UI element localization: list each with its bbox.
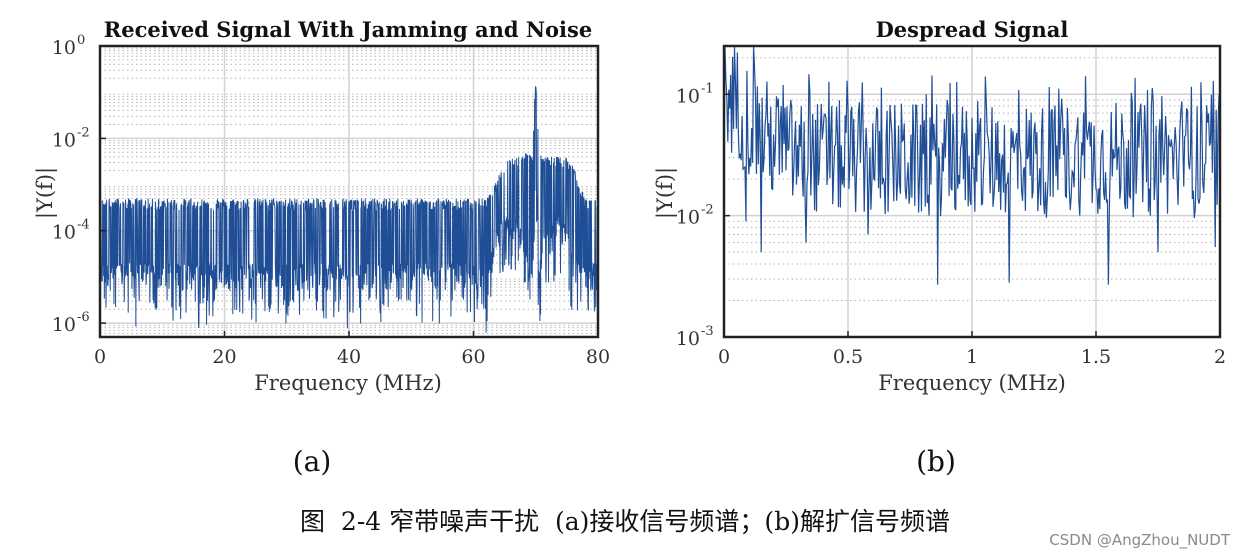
x-tick-label: 60 bbox=[461, 346, 485, 368]
chart-b-xlabel: Frequency (MHz) bbox=[878, 371, 1066, 395]
x-tick-label: 0.5 bbox=[833, 346, 863, 368]
panel-label-b: (b) bbox=[916, 445, 956, 478]
y-tick-exponent: 0 bbox=[77, 33, 85, 48]
x-tick-label: 20 bbox=[212, 346, 236, 368]
y-tick-exponent: -3 bbox=[701, 324, 714, 339]
chart-b-series bbox=[723, 45, 1221, 285]
chart-b-y-ticks: 10-310-210-1 bbox=[676, 81, 730, 350]
x-tick-label: 80 bbox=[586, 346, 610, 368]
watermark: CSDN @AngZhou_NUDT bbox=[1049, 531, 1231, 550]
chart-a-ylabel: |Y(f)| bbox=[33, 167, 58, 219]
chart-b-grid bbox=[723, 46, 1221, 338]
panel-label-a: (a) bbox=[293, 445, 332, 478]
y-tick-exponent: -6 bbox=[77, 310, 90, 325]
figure-caption: 图 2-4 窄带噪声干扰 (a)接收信号频谱；(b)解扩信号频谱 bbox=[300, 507, 950, 536]
x-tick-label: 2 bbox=[1214, 346, 1226, 368]
chart-b-ylabel: |Y(f)| bbox=[653, 167, 678, 219]
y-tick-exponent: -4 bbox=[77, 218, 90, 233]
y-tick-label: 10 bbox=[52, 37, 76, 59]
x-tick-label: 0 bbox=[94, 346, 106, 368]
x-tick-label: 40 bbox=[337, 346, 361, 368]
chart-a-grid bbox=[99, 45, 599, 337]
chart-a-x-ticks: 0 20 40 60 80 bbox=[94, 331, 610, 368]
x-tick-label: 1.5 bbox=[1081, 346, 1111, 368]
chart-a-series bbox=[99, 85, 599, 333]
x-tick-label: 1 bbox=[966, 346, 978, 368]
y-tick-exponent: -2 bbox=[701, 203, 714, 218]
y-tick-exponent: -2 bbox=[77, 125, 90, 140]
y-tick-label: 10 bbox=[676, 207, 700, 229]
y-tick-label: 10 bbox=[676, 328, 700, 350]
y-tick-label: 10 bbox=[52, 314, 76, 336]
chart-a-spectrum-line bbox=[99, 85, 599, 333]
chart-a-title: Received Signal With Jamming and Noise bbox=[104, 17, 592, 42]
x-tick-label: 0 bbox=[718, 346, 730, 368]
y-tick-label: 10 bbox=[52, 222, 76, 244]
chart-b-title: Despread Signal bbox=[876, 17, 1069, 42]
y-tick-label: 10 bbox=[52, 129, 76, 151]
chart-b-spectrum-line bbox=[723, 45, 1221, 285]
chart-a-xlabel: Frequency (MHz) bbox=[254, 371, 442, 395]
chart-b: Despread Signal 0 0.5 1 1.5 2 10-310-210-1 F… bbox=[653, 17, 1226, 395]
y-tick-exponent: -1 bbox=[701, 81, 714, 96]
y-tick-label: 10 bbox=[676, 85, 700, 107]
chart-b-x-ticks: 0 0.5 1 1.5 2 bbox=[718, 331, 1226, 368]
chart-a: Received Signal With Jamming and Noise 0… bbox=[33, 17, 610, 395]
